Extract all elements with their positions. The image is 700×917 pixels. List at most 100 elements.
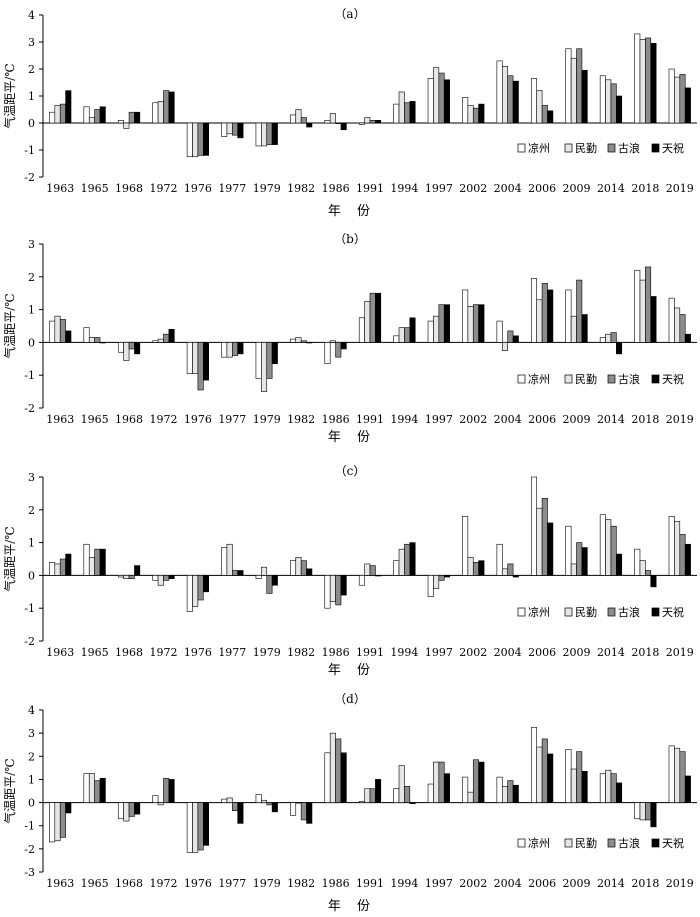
bar-2002-民勤: [467, 105, 474, 124]
bar-2009-古浪: [576, 542, 583, 576]
bar-2018-凉州: [634, 548, 641, 576]
bar-2009-天祝: [581, 771, 588, 803]
bar-1972-民勤: [157, 338, 164, 343]
bar-1972-民勤: [157, 802, 164, 806]
bar-1963-凉州: [49, 111, 56, 124]
bar-2004-天祝: [512, 335, 519, 343]
bar-2004-天祝: [512, 575, 519, 578]
bar-1986-民勤: [329, 732, 336, 803]
bar-1968-民勤: [123, 342, 130, 361]
legend-swatch-古浪: [607, 607, 616, 617]
x-tick-label: 1972: [149, 182, 177, 195]
bar-1991-古浪: [369, 565, 376, 576]
legend-swatch-古浪: [607, 374, 616, 384]
bar-1963-凉州: [49, 802, 56, 843]
x-tick-label: 1976: [184, 877, 212, 890]
bar-1965-民勤: [88, 337, 95, 343]
bar-2018-古浪: [645, 802, 652, 821]
x-tick-label: 1991: [356, 646, 384, 659]
bar-2019-天祝: [684, 87, 691, 124]
bar-1991-天祝: [375, 292, 382, 343]
bar-2019-古浪: [679, 74, 686, 124]
bar-2002-民勤: [467, 306, 474, 343]
x-tick-label: 1994: [390, 182, 418, 195]
x-tick-label: 1986: [322, 877, 350, 890]
x-tick-label: 1972: [149, 877, 177, 890]
x-tick-label: 2006: [528, 646, 556, 659]
bar-2006-凉州: [531, 476, 538, 576]
bar-1972-天祝: [168, 328, 175, 343]
bar-2014-民勤: [605, 769, 612, 803]
bar-2014-天祝: [616, 553, 623, 576]
bar-2009-民勤: [570, 57, 577, 124]
y-tick-label: -2: [24, 843, 35, 856]
bar-1979-民勤: [261, 122, 268, 147]
bar-1972-天祝: [168, 575, 175, 579]
x-tick-label: 1994: [390, 413, 418, 426]
bar-1972-天祝: [168, 91, 175, 124]
bar-1991-古浪: [369, 120, 376, 124]
legend-swatch-天祝: [651, 838, 660, 848]
x-tick-label: 1991: [356, 413, 384, 426]
bar-1994-凉州: [393, 103, 400, 124]
bar-1965-凉州: [83, 773, 90, 803]
x-tick-label: 2018: [631, 877, 659, 890]
bar-2002-天祝: [478, 761, 485, 803]
bar-1963-凉州: [49, 561, 56, 576]
bar-1982-古浪: [300, 117, 307, 124]
bar-1982-凉州: [290, 802, 297, 816]
bar-1972-古浪: [163, 777, 170, 803]
bar-1976-凉州: [186, 342, 193, 374]
x-tick-label: 1979: [253, 877, 281, 890]
x-tick-label: 1965: [81, 413, 109, 426]
x-tick-label: 2014: [597, 413, 625, 426]
x-tick-label: 1979: [253, 182, 281, 195]
x-tick-label: 1986: [322, 182, 350, 195]
bar-1986-天祝: [340, 122, 347, 131]
bar-1982-古浪: [300, 340, 307, 343]
bar-1979-民勤: [261, 799, 268, 803]
bar-1972-民勤: [157, 101, 164, 124]
bar-2009-凉州: [565, 525, 572, 576]
bar-1968-天祝: [134, 342, 141, 355]
bar-2002-古浪: [472, 759, 479, 803]
y-tick-label: 2: [28, 504, 35, 517]
bar-1991-天祝: [375, 779, 382, 803]
bar-1977-古浪: [232, 122, 239, 136]
bar-2002-凉州: [462, 97, 469, 124]
legend-label: 民勤: [575, 606, 597, 619]
y-tick-label: 0: [28, 797, 35, 810]
bar-1972-凉州: [152, 102, 159, 124]
bar-2004-民勤: [501, 342, 508, 351]
bar-1963-古浪: [59, 558, 66, 576]
legend-label: 天祝: [662, 836, 684, 850]
bar-2009-民勤: [570, 563, 577, 576]
bar-2002-天祝: [478, 103, 485, 124]
bar-1965-民勤: [88, 773, 95, 803]
bar-2019-古浪: [679, 314, 686, 343]
bar-1997-民勤: [433, 315, 440, 343]
bar-1986-民勤: [329, 113, 336, 124]
bar-1979-凉州: [255, 342, 262, 379]
legend-label: 天祝: [662, 141, 684, 155]
x-tick-label: 1977: [218, 877, 246, 890]
bar-2019-天祝: [684, 333, 691, 343]
bar-2004-凉州: [496, 776, 503, 803]
bar-2006-民勤: [536, 299, 543, 343]
y-tick-label: 0: [28, 117, 35, 130]
x-tick-label: 1979: [253, 646, 281, 659]
x-tick-label: 2004: [494, 646, 522, 659]
bar-2009-民勤: [570, 768, 577, 803]
bar-1997-天祝: [443, 773, 450, 803]
bar-1976-天祝: [202, 342, 209, 381]
bar-1968-古浪: [128, 575, 135, 579]
bar-1977-民勤: [226, 543, 233, 576]
x-tick-label: 2018: [631, 646, 659, 659]
x-axis-label: 年 份: [328, 430, 376, 445]
bar-2018-古浪: [645, 37, 652, 124]
legend-swatch-民勤: [564, 143, 573, 153]
panel-1: （a） -2 -1 0 1 2 3 4 气温距平/℃ 1963 1965 1968 1972 1976 19…: [2, 7, 697, 219]
bar-1994-凉州: [393, 788, 400, 803]
bar-1965-民勤: [88, 117, 95, 124]
bar-1976-凉州: [186, 802, 193, 853]
